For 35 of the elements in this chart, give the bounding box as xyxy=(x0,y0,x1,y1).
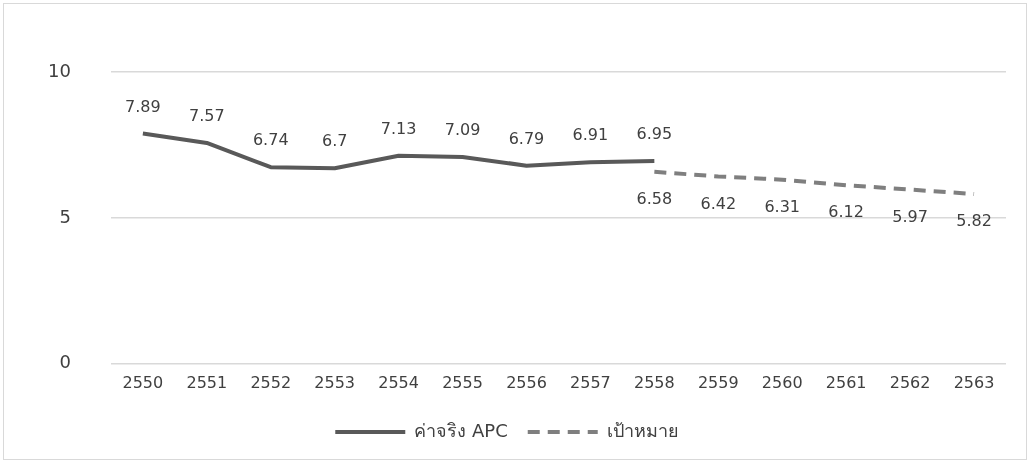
x-tick-label: 2558 xyxy=(634,372,675,392)
data-label: 7.57 xyxy=(188,106,225,126)
x-tick-label: 2555 xyxy=(442,372,483,392)
y-tick-label: 0 xyxy=(59,351,71,373)
x-tick-label: 2553 xyxy=(314,372,356,392)
x-tick-label: 2551 xyxy=(186,372,228,392)
legend-label: เป้าหมาย xyxy=(606,419,679,441)
data-label: 6.74 xyxy=(252,130,289,150)
x-tick-label: 2560 xyxy=(761,372,803,392)
legend-label: ค่าจริง APC xyxy=(414,419,508,441)
data-label: 6.42 xyxy=(700,193,737,213)
x-tick-label: 2561 xyxy=(825,372,867,392)
x-tick-label: 2559 xyxy=(697,372,739,392)
x-tick-label: 2552 xyxy=(250,372,292,392)
data-label: 6.79 xyxy=(508,128,545,148)
data-label: 7.13 xyxy=(380,118,417,138)
data-label: 6.7 xyxy=(321,131,348,151)
data-label: 6.12 xyxy=(828,202,864,222)
data-label: 5.82 xyxy=(956,211,992,231)
data-label: 5.97 xyxy=(892,206,928,226)
data-label: 6.95 xyxy=(636,124,673,144)
data-label: 7.89 xyxy=(125,96,161,116)
x-tick-label: 2563 xyxy=(953,372,995,392)
x-tick-label: 2554 xyxy=(378,372,419,392)
y-tick-label: 5 xyxy=(59,205,71,227)
x-tick-label: 2562 xyxy=(889,372,931,392)
x-tick-label: 2556 xyxy=(506,372,547,392)
x-tick-label: 2557 xyxy=(570,372,611,392)
chart-frame: ค่าจริง APC เป้าหมาย 2550 2551 2552 2553 2554 2555 2556 2557 2558 2559 2560 2561 2562 2563 0 5 10 7.89 7.57 6.74 6.7 7.13 7.09 6.79 6.91 6.95 6.58 6.42 6.31 6.12 5.97 5.82 xyxy=(3,3,1027,460)
data-label: 6.91 xyxy=(572,125,609,145)
y-tick-label: 10 xyxy=(48,59,71,81)
data-label: 7.09 xyxy=(444,120,481,140)
data-label: 6.58 xyxy=(636,188,673,208)
x-tick-label: 2550 xyxy=(122,372,164,392)
data-label: 6.31 xyxy=(764,196,801,216)
